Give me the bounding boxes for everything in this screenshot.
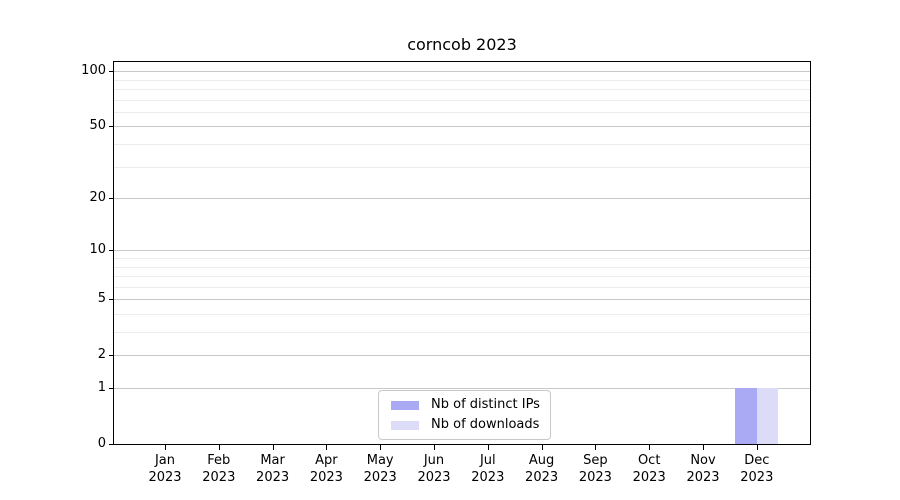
gridline-minor	[114, 257, 810, 259]
legend-item: Nb of downloads	[388, 417, 540, 433]
y-tick-label: 10	[89, 242, 106, 258]
x-tick-month: Mar	[260, 453, 285, 468]
y-tick-mark	[109, 71, 114, 73]
x-tick-year: 2023	[525, 470, 559, 485]
x-tick-label: Sep 2023	[563, 452, 627, 486]
gridline-major	[114, 355, 810, 357]
x-tick-mark	[434, 445, 435, 450]
legend-label: Nb of downloads	[431, 417, 540, 432]
x-tick-month: May	[366, 453, 394, 468]
x-tick-label: Apr 2023	[294, 452, 358, 486]
x-tick-year: 2023	[417, 470, 451, 485]
x-tick-label: Oct 2023	[617, 452, 681, 486]
x-tick-label: Dec 2023	[725, 452, 789, 486]
y-tick-label: 100	[81, 63, 106, 79]
bar-layer	[114, 62, 810, 444]
gridline-major	[114, 299, 810, 301]
legend-item: Nb of distinct IPs	[388, 397, 540, 413]
x-tick-year: 2023	[578, 470, 612, 485]
x-tick-mark	[595, 445, 597, 450]
y-tick-mark	[109, 444, 114, 445]
x-tick-year: 2023	[363, 470, 397, 485]
x-tick-mark	[326, 445, 328, 450]
y-tick-mark	[109, 198, 114, 199]
x-tick-label: Jun 2023	[402, 452, 466, 486]
x-tick-month: Aug	[528, 453, 555, 468]
gridline-minor	[114, 99, 810, 101]
x-tick-mark	[272, 445, 274, 450]
y-tick-mark	[109, 299, 114, 301]
x-tick-label: Jul 2023	[456, 452, 520, 486]
gridline-minor	[114, 79, 810, 81]
x-tick-year: 2023	[632, 470, 666, 485]
y-tick-mark	[109, 388, 114, 389]
legend-swatch	[391, 420, 419, 430]
x-tick-label: Mar 2023	[241, 452, 305, 486]
legend-swatch	[391, 400, 419, 410]
gridline-minor	[114, 266, 810, 268]
gridline-minor	[114, 166, 810, 168]
x-tick-year: 2023	[686, 470, 720, 485]
gridline-layer	[114, 62, 810, 444]
gridline-major	[114, 198, 810, 199]
y-tick-mark	[109, 250, 114, 252]
x-tick-year: 2023	[471, 470, 505, 485]
x-tick-mark	[165, 445, 166, 450]
x-tick-year: 2023	[309, 470, 343, 485]
x-tick-mark	[756, 445, 758, 450]
chart-title: corncob 2023	[407, 35, 517, 54]
gridline-minor	[114, 88, 810, 90]
x-tick-month: Jan	[154, 453, 176, 468]
gridline-minor	[114, 332, 810, 333]
y-tick-mark	[109, 126, 114, 128]
y-tick-label: 2	[97, 347, 106, 363]
x-tick-month: Oct	[637, 453, 661, 468]
x-tick-year: 2023	[202, 470, 236, 485]
x-tick-month: Apr	[315, 453, 338, 468]
y-tick-label: 50	[89, 118, 106, 134]
gridline-minor	[114, 276, 810, 277]
x-tick-mark	[380, 445, 382, 450]
y-tick-label: 5	[97, 291, 106, 307]
x-tick-mark	[218, 445, 220, 450]
x-tick-month: Jul	[479, 453, 496, 468]
x-tick-label: Jan 2023	[133, 452, 197, 486]
gridline-major	[114, 388, 810, 389]
bar-distinct-ips	[735, 388, 757, 444]
gridline-minor	[114, 286, 810, 288]
legend-label: Nb of distinct IPs	[431, 397, 540, 412]
y-tick-label: 20	[89, 190, 106, 205]
gridline-minor	[114, 313, 810, 315]
bar-downloads	[756, 388, 779, 444]
gridline-minor	[114, 111, 810, 113]
x-tick-month: Jun	[423, 453, 445, 468]
gridline-major	[114, 126, 810, 128]
x-tick-month: Sep	[583, 453, 608, 468]
x-tick-label: Aug 2023	[510, 452, 574, 486]
x-tick-mark	[649, 445, 651, 450]
x-tick-label: Feb 2023	[187, 452, 251, 486]
x-tick-month: Nov	[690, 453, 716, 468]
x-tick-mark	[703, 445, 704, 450]
gridline-major	[114, 71, 810, 73]
x-tick-mark	[487, 445, 489, 450]
legend: Nb of distinct IPs Nb of downloads	[378, 390, 551, 440]
x-tick-label: May 2023	[348, 452, 412, 486]
x-tick-year: 2023	[148, 470, 182, 485]
x-tick-year: 2023	[740, 470, 774, 485]
y-tick-mark	[109, 355, 114, 357]
y-tick-label: 0	[97, 436, 106, 451]
x-tick-month: Feb	[207, 453, 231, 468]
x-tick-label: Nov 2023	[671, 452, 735, 486]
gridline-minor	[114, 143, 810, 145]
gridline-major	[114, 250, 810, 252]
x-tick-year: 2023	[256, 470, 290, 485]
x-tick-month: Dec	[744, 453, 770, 468]
plot-area: Nb of distinct IPs Nb of downloads	[113, 61, 811, 445]
y-tick-label: 1	[97, 380, 106, 395]
x-tick-mark	[541, 445, 543, 450]
